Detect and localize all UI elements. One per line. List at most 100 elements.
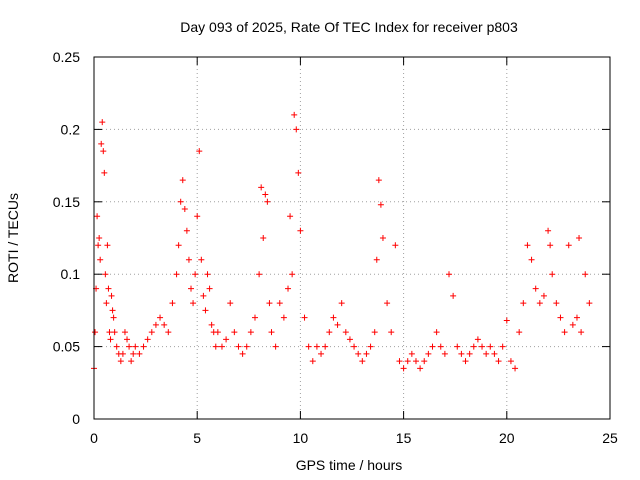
data-point (247, 329, 254, 336)
data-point (429, 343, 436, 350)
data-point (503, 317, 510, 324)
data-point (421, 358, 428, 365)
data-point (105, 285, 112, 292)
data-point (417, 365, 424, 372)
data-point (130, 350, 137, 357)
data-point (458, 350, 465, 357)
data-point (547, 242, 554, 249)
data-point (301, 314, 308, 321)
data-point (512, 365, 519, 372)
data-point (291, 111, 298, 118)
data-point (175, 242, 182, 249)
data-point (524, 242, 531, 249)
data-point (582, 271, 589, 278)
y-tick-label: 0.2 (61, 121, 81, 137)
data-point (437, 343, 444, 350)
data-point (483, 350, 490, 357)
data-point (264, 198, 271, 205)
data-point (330, 314, 337, 321)
data-point (152, 321, 159, 328)
y-axis-label: ROTI / TECUs (5, 193, 21, 283)
data-point (179, 177, 186, 184)
data-point (578, 329, 585, 336)
data-point (239, 350, 246, 357)
data-point (113, 343, 120, 350)
data-point (128, 358, 135, 365)
data-point (260, 235, 267, 241)
data-point (495, 358, 502, 365)
data-point (235, 343, 242, 350)
data-point (545, 227, 552, 234)
data-point (363, 350, 370, 357)
data-point (104, 242, 111, 249)
data-point (214, 329, 221, 336)
data-point (499, 343, 506, 350)
data-point (119, 350, 126, 357)
data-point (208, 321, 215, 328)
data-point (326, 329, 333, 336)
data-point (117, 358, 124, 365)
data-point (557, 314, 564, 321)
data-point (157, 314, 164, 321)
data-point (124, 336, 131, 343)
y-tick-label: 0 (72, 411, 80, 427)
data-point (466, 350, 473, 357)
data-point (169, 300, 176, 307)
data-point (285, 285, 292, 292)
data-point (107, 336, 114, 343)
data-point (540, 292, 547, 299)
chart-title: Day 093 of 2025, Rate Of TEC Index for r… (180, 19, 518, 35)
data-point (102, 271, 109, 278)
data-point (561, 329, 568, 336)
data-point (132, 343, 139, 350)
data-point (161, 321, 168, 328)
data-point (520, 300, 527, 307)
data-point (388, 329, 395, 336)
data-point (450, 292, 457, 299)
data-point (204, 271, 211, 278)
data-point (258, 184, 265, 191)
data-point (375, 177, 382, 184)
data-point (586, 300, 593, 307)
x-tick-label: 0 (90, 430, 98, 446)
x-tick-label: 10 (293, 430, 309, 446)
data-point (400, 365, 407, 372)
x-axis-label: GPS time / hours (296, 457, 403, 473)
data-point (280, 314, 287, 321)
data-point (532, 285, 539, 292)
data-point (194, 213, 201, 220)
y-tick-label: 0.15 (53, 194, 80, 210)
data-point (359, 358, 366, 365)
data-point (212, 343, 219, 350)
data-point (379, 235, 386, 241)
data-point (355, 350, 362, 357)
axis-ticks: 0 5 10 15 20 25 0 0.05 0.1 0.15 0.2 0.25 (53, 49, 618, 446)
data-point (262, 191, 269, 198)
data-point (268, 329, 275, 336)
data-point (565, 242, 572, 249)
data-point (109, 307, 116, 314)
data-point (256, 271, 263, 278)
data-point (528, 256, 535, 263)
data-point (110, 314, 117, 321)
data-point (173, 271, 180, 278)
data-point (198, 256, 205, 263)
data-point (99, 119, 106, 126)
grid-lines (94, 57, 610, 419)
data-point (243, 343, 250, 350)
data-point (553, 300, 560, 307)
data-point (97, 256, 104, 263)
data-point (106, 329, 113, 336)
data-point (272, 343, 279, 350)
data-point (227, 300, 234, 307)
data-point (536, 300, 543, 307)
data-point (446, 271, 453, 278)
data-point (108, 292, 115, 299)
data-point (404, 358, 411, 365)
data-point (121, 329, 128, 336)
data-point (305, 343, 312, 350)
data-point (569, 321, 576, 328)
data-point (289, 271, 296, 278)
data-point (192, 271, 199, 278)
